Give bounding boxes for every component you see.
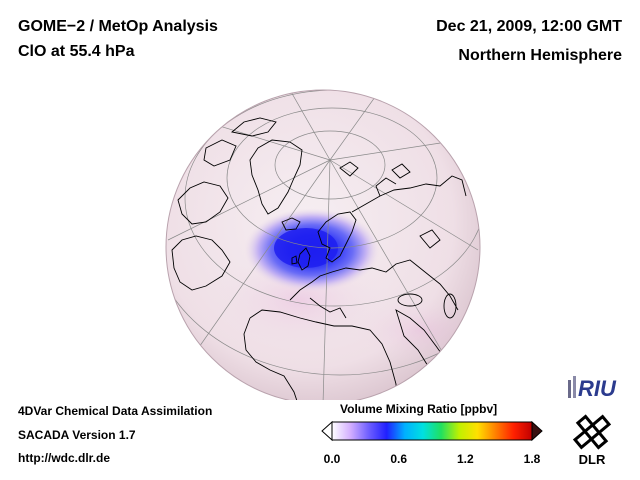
dlr-logo: DLR: [572, 414, 612, 467]
colorbar-tick-label: 1.8: [523, 452, 541, 466]
graticule: [166, 90, 480, 400]
colorbar-tick-label: 0.0: [323, 452, 341, 466]
colorbar-title: Volume Mixing Ratio [ppbv]: [340, 402, 498, 416]
riu-logo: RIU: [568, 376, 617, 401]
datetime-label: Dec 21, 2009, 12:00 GMT: [436, 18, 622, 35]
footer-url[interactable]: http://wdc.dlr.de: [18, 451, 110, 465]
colorbar-gradient: [331, 421, 533, 441]
colorbar-high-arrow: [531, 420, 543, 442]
colorbar-tick-label: 0.6: [390, 452, 407, 466]
title: GOME−2 / MetOp Analysis: [18, 18, 218, 35]
footer-method: 4DVar Chemical Data Assimilation: [18, 404, 213, 418]
colorbar: [321, 420, 543, 442]
coastlines: [171, 117, 467, 400]
dlr-logo-text: DLR: [579, 452, 606, 467]
riu-logo-text: RIU: [578, 376, 617, 401]
colorbar-low-arrow: [321, 420, 333, 442]
colorbar-tick-label: 1.2: [456, 452, 474, 466]
globe-map: [165, 89, 481, 400]
species-label: ClO at 55.4 hPa: [18, 43, 135, 60]
region-label: Northern Hemisphere: [458, 47, 622, 64]
footer-version: SACADA Version 1.7: [18, 428, 136, 442]
